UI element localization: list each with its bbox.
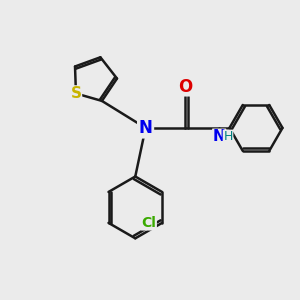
Text: Cl: Cl: [141, 216, 156, 230]
Text: O: O: [178, 78, 193, 96]
Text: N: N: [213, 129, 226, 144]
Text: S: S: [70, 86, 82, 101]
Text: H: H: [223, 130, 233, 143]
Text: N: N: [139, 119, 152, 137]
